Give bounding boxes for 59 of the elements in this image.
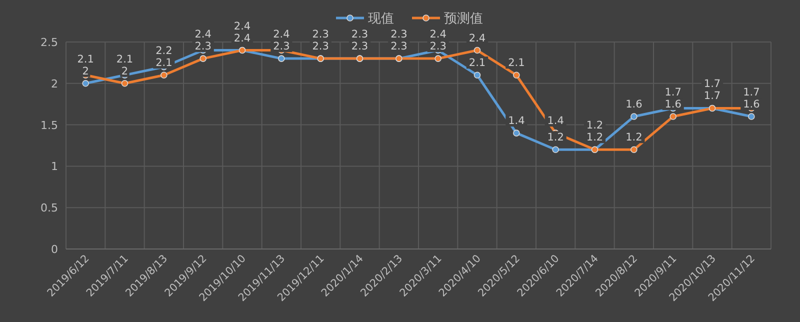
point: [513, 72, 520, 79]
data-label: 2.3: [351, 28, 368, 41]
data-label: 1.2: [586, 120, 604, 132]
data-label: 2.3: [194, 40, 212, 53]
data-label: 2.1: [116, 53, 134, 66]
point: [630, 146, 638, 154]
data-label: 2.3: [430, 40, 446, 53]
data-label: 2.4: [234, 32, 251, 44]
y-tick-label: 2: [51, 77, 58, 90]
data-label: 2.1: [508, 57, 525, 70]
point: [434, 55, 442, 62]
legend-label: 预测值: [444, 10, 483, 26]
data-label: 1.7: [743, 86, 760, 99]
point: [748, 113, 755, 120]
data-label: 2.3: [312, 40, 329, 53]
data-label: 1.6: [626, 98, 643, 111]
point: [278, 55, 285, 62]
data-label: 1.2: [586, 132, 604, 144]
data-label: 1.7: [704, 90, 721, 102]
y-tick-label: 2.5: [40, 36, 58, 49]
data-label: 2: [121, 65, 128, 78]
data-label: 1.6: [743, 98, 760, 111]
data-label: 2.3: [312, 28, 329, 41]
data-label: 1.4: [508, 115, 526, 128]
data-label: 2.4: [194, 28, 212, 41]
data-label: 2.4: [234, 20, 251, 32]
data-label: 2.1: [77, 53, 94, 66]
y-tick-label: 1: [51, 160, 58, 174]
y-tick-label: 0.5: [40, 202, 58, 215]
point: [82, 80, 89, 87]
point: [121, 80, 128, 87]
point: [160, 72, 168, 79]
point: [200, 55, 206, 62]
data-label: 2.4: [273, 28, 290, 41]
data-label: 2.1: [468, 57, 486, 70]
data-label: 2.4: [468, 32, 486, 44]
data-label: 1.2: [547, 132, 564, 144]
point: [552, 146, 559, 154]
y-tick-label: 0: [51, 243, 58, 256]
data-label: 2.1: [156, 57, 172, 70]
data-label: 2.4: [430, 28, 447, 41]
point: [474, 72, 481, 79]
point: [513, 130, 520, 136]
data-label: 2.3: [390, 28, 408, 41]
data-label: 1.7: [664, 86, 682, 99]
y-tick-label: 1.5: [40, 118, 58, 132]
data-label: 2.3: [351, 40, 368, 53]
data-label: 2.2: [156, 45, 172, 58]
point: [670, 113, 676, 120]
data-label: 2.3: [273, 40, 290, 53]
legend-label: 现值: [368, 10, 394, 26]
point: [474, 46, 481, 54]
data-label: 1.6: [664, 98, 682, 111]
data-label: 2: [82, 65, 89, 78]
data-label: 1.4: [547, 115, 564, 128]
data-label: 1.7: [704, 78, 721, 90]
point: [630, 113, 638, 120]
data-label: 1.2: [626, 132, 642, 144]
data-label: 2.3: [390, 40, 408, 53]
